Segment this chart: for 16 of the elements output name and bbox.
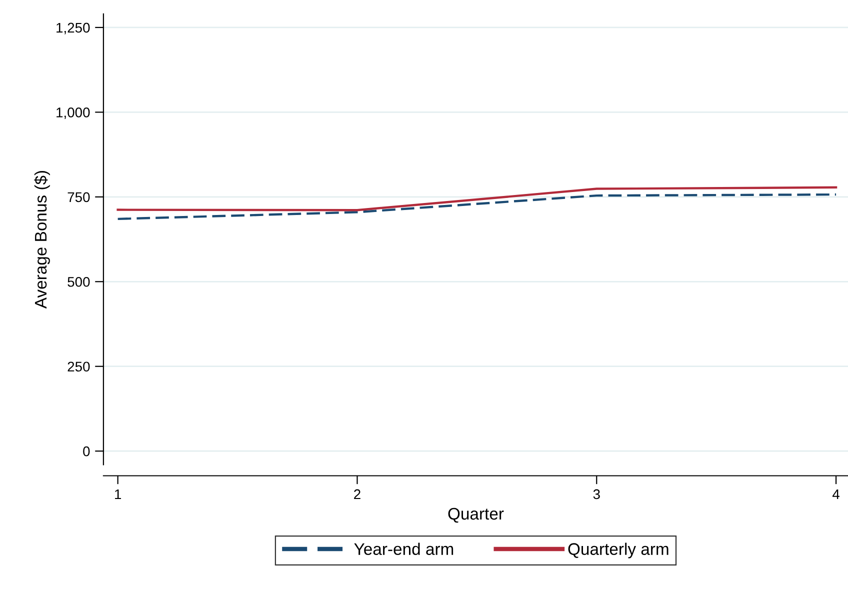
line-series: [116, 186, 838, 212]
y-tick-label: 500: [68, 276, 90, 287]
x-tick-label: 3: [593, 489, 600, 500]
y-axis-title: Average Bonus ($): [34, 170, 50, 309]
legend-label: Quarterly arm: [568, 542, 668, 558]
line-series: [116, 193, 838, 220]
y-tick-label: 750: [68, 192, 90, 202]
legend-label: Year-end arm: [354, 542, 454, 555]
y-tick-label: 250: [68, 362, 90, 372]
x-tick-label: 4: [832, 489, 840, 500]
y-tick-label: 1,000: [56, 108, 90, 120]
y-tick-label: 1,250: [56, 22, 90, 34]
x-axis-title: Quarter: [448, 508, 504, 523]
x-tick-label: 2: [354, 489, 360, 500]
x-tick-label: 1: [115, 489, 122, 500]
y-tick-label: 0: [83, 446, 90, 456]
